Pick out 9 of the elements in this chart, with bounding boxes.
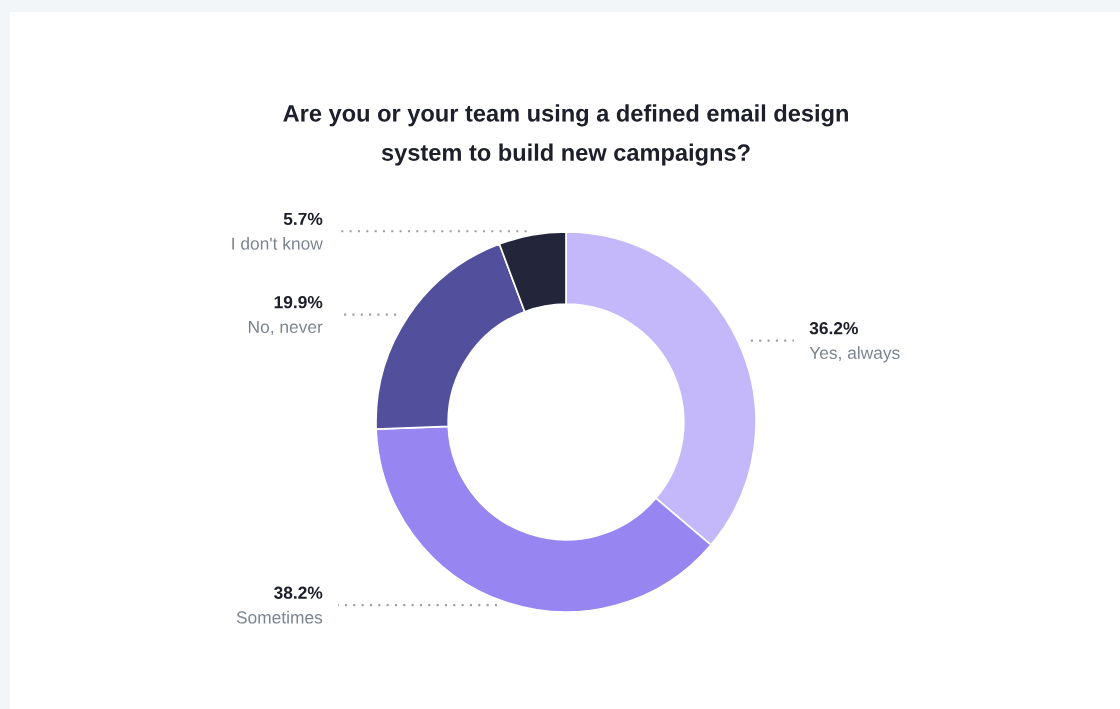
chart-title: Are you or your team using a defined email design system to build new campaigns?	[283, 104, 848, 166]
data-label: 38.2%	[273, 586, 323, 599]
slice-label: Yes, always	[809, 346, 900, 363]
slice-label: Sometimes	[236, 610, 323, 624]
slice-label: I don't know	[232, 237, 323, 250]
data-label: 19.9%	[274, 296, 323, 309]
data-label: 5.7%	[283, 212, 323, 226]
data-label: 36.2%	[809, 322, 858, 335]
slice-label: No, never	[248, 320, 323, 336]
